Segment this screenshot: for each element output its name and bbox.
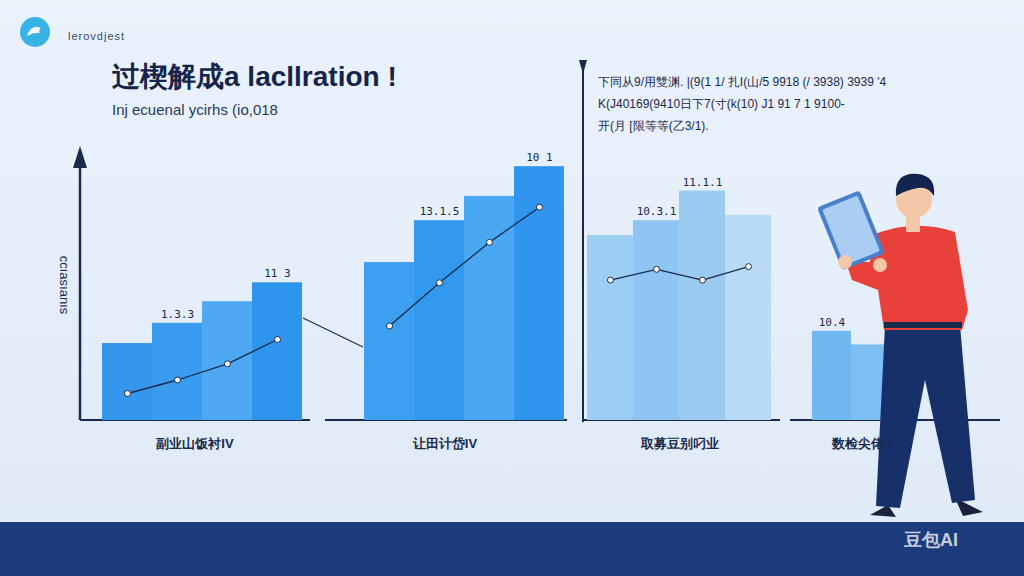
html-text:sıuɐısɐıɔɔ: sıuɐısɐıɔɔ <box>54 255 70 315</box>
html-text:取募豆别叼业: 取募豆别叼业 <box>641 436 719 451</box>
html-text:Inj ecuenal ycirhs (io,018: Inj ecuenal ycirhs (io,018 <box>112 101 278 118</box>
svg-text:10 1: 10 1 <box>526 151 553 164</box>
html-text:让田计岱IV: 让田计岱IV <box>412 436 478 451</box>
svg-text:11.1.1: 11.1.1 <box>683 176 723 189</box>
html-text:过楔解成a lacllration !: 过楔解成a lacllration ! <box>112 61 397 92</box>
svg-text:10.3.1: 10.3.1 <box>637 205 677 218</box>
html-text:数检尖佬 !: 数检尖佬 ! <box>832 436 892 451</box>
html-text:K(J40169(9410日下7(寸(k(10) J1 91: K(J40169(9410日下7(寸(k(10) J1 91 7 1 9100- <box>598 97 845 111</box>
html-text:豆包AI: 豆包AI <box>904 530 958 550</box>
html-text:下同从9/用雙渊. |(9(1 1/ 扎I(山/5 9918: 下同从9/用雙渊. |(9(1 1/ 扎I(山/5 9918 (/ 3938) … <box>598 75 887 89</box>
svg-text:11 3: 11 3 <box>264 267 291 280</box>
svg-text:13.1.5: 13.1.5 <box>420 205 460 218</box>
svg-text:10.4: 10.4 <box>819 316 846 329</box>
svg-text:1.3.3: 1.3.3 <box>161 308 194 321</box>
html-text:副业山饭衬IV: 副业山饭衬IV <box>156 436 234 451</box>
html-text:开(月 [限等等(乙3/1).: 开(月 [限等等(乙3/1). <box>598 119 709 133</box>
html-text:lerovdjest: lerovdjest <box>68 30 126 42</box>
